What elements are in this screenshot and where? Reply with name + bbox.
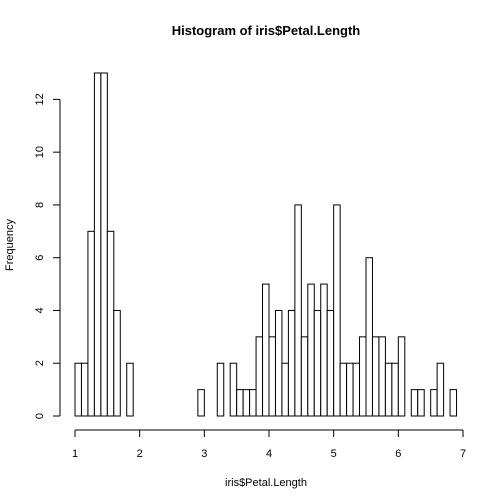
histogram-bar [87, 230, 95, 417]
y-tick-label: 6 [34, 255, 46, 261]
histogram-bar [236, 389, 244, 417]
histogram-bar [216, 362, 225, 417]
x-axis-label: iris$Petal.Length [225, 477, 307, 489]
histogram-bar [326, 309, 335, 417]
histogram-bar [320, 283, 328, 417]
histogram-bar [430, 389, 438, 417]
histogram-bar [113, 309, 121, 417]
histogram-bar [229, 362, 238, 417]
histogram-bar [352, 362, 361, 417]
histogram-bar [281, 362, 289, 417]
histogram-bar [255, 336, 264, 417]
y-tick-label: 4 [34, 307, 46, 313]
x-tick-label: 6 [395, 448, 401, 460]
histogram-bar [397, 336, 406, 417]
y-tick-label: 10 [34, 146, 46, 158]
histogram-bar [197, 389, 205, 417]
y-tick-label: 0 [34, 413, 46, 419]
histogram-bar [410, 389, 419, 417]
histogram-bar [436, 362, 445, 417]
histogram-bar [365, 257, 373, 417]
histogram-bar [274, 309, 283, 417]
histogram-bar [346, 362, 354, 417]
histogram-bar [242, 389, 251, 417]
histogram-bar [93, 72, 102, 417]
histogram-bar [300, 336, 309, 417]
histogram-bar [100, 72, 108, 417]
histogram-bar [359, 336, 367, 417]
histogram-bar [371, 336, 380, 417]
histogram-bar [249, 389, 257, 417]
histogram-bar [417, 389, 425, 417]
histogram-bar [339, 362, 348, 417]
histogram-bar [378, 336, 386, 417]
histogram-bar [80, 362, 89, 417]
y-tick-label: 8 [34, 202, 46, 208]
histogram-bar [268, 336, 276, 417]
bars-group [74, 72, 458, 417]
histogram-bar [106, 230, 115, 417]
histogram-bar [287, 309, 296, 417]
y-tick-label: 12 [34, 93, 46, 105]
histogram-bar [333, 204, 341, 417]
x-tick-label: 7 [460, 448, 466, 460]
histogram-bar [262, 283, 270, 417]
histogram-bar [449, 389, 458, 417]
histogram-bar [74, 362, 82, 417]
x-tick-label: 3 [201, 448, 207, 460]
x-tick-label: 5 [331, 448, 337, 460]
histogram-bar [384, 362, 393, 417]
x-tick-label: 1 [72, 448, 78, 460]
histogram-bar [313, 309, 322, 417]
histogram-bar [126, 362, 134, 417]
histogram-bar [391, 362, 399, 417]
histogram-bar [307, 283, 315, 417]
y-axis-label: Frequency [4, 219, 16, 271]
y-axis: 0 2 4 6 8 10 12 [34, 93, 61, 419]
x-tick-label: 4 [266, 448, 272, 460]
chart-title: Histogram of iris$Petal.Length [172, 23, 361, 38]
x-axis: 1 2 3 4 5 6 7 [72, 429, 466, 460]
x-tick-label: 2 [137, 448, 143, 460]
histogram-bar [294, 204, 302, 417]
y-tick-label: 2 [34, 360, 46, 366]
